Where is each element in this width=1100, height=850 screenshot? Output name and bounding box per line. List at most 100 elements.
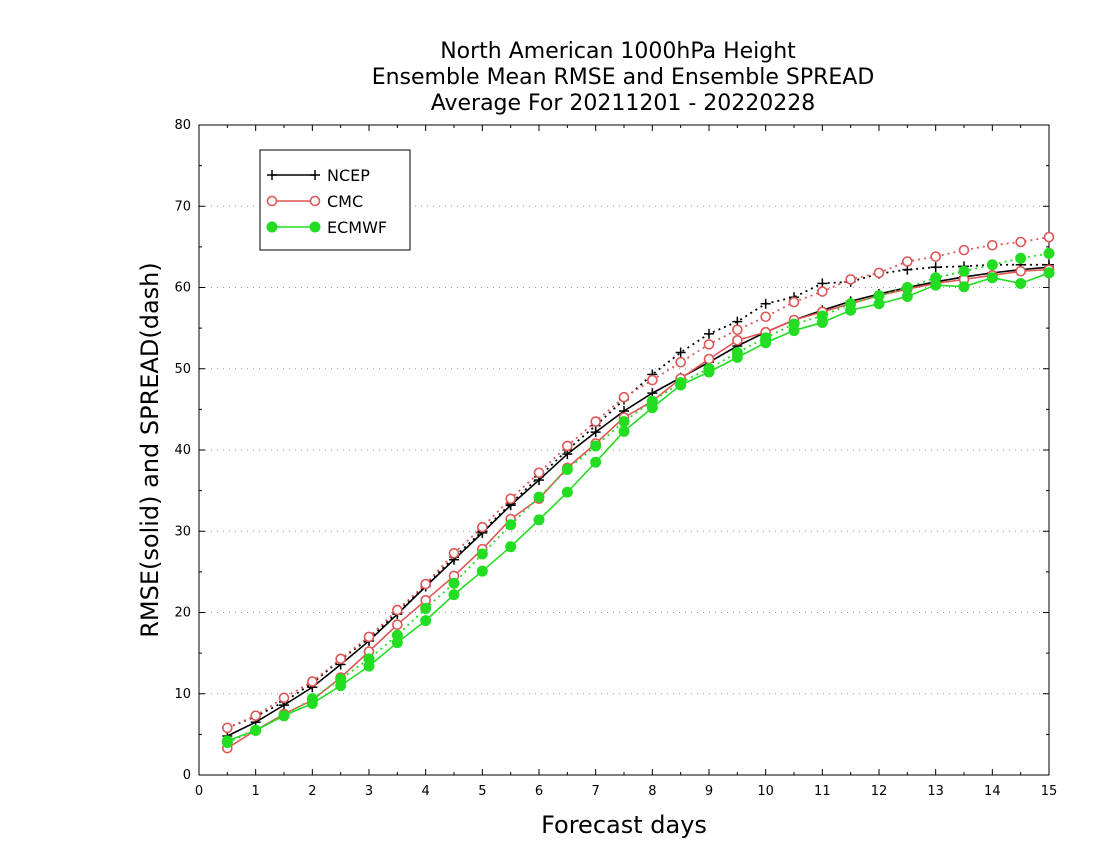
ncep-rmse-point [590,427,601,438]
ecmwf-rmse-point [335,680,347,692]
legend: NCEP CMC ECMWF [259,149,411,251]
x-tick-label-3: 3 [365,784,373,799]
cmc-spread-point [1043,231,1055,243]
cmc-spread-point [222,722,233,734]
legend-label-cmc: CMC [327,192,363,211]
ecmwf-rmse-point [731,351,743,363]
x-axis-label: Forecast days [541,811,707,839]
y-tick-label-0: 0 [183,768,191,783]
cmc-spread-point [845,274,856,285]
ecmwf-rmse-point [561,486,573,498]
x-tick-label-10: 10 [757,784,774,799]
x-tick-label-7: 7 [592,784,600,799]
ncep-spread-point [675,347,686,358]
y-axis-ticks: 0 10 20 30 40 50 60 70 80 [174,118,1049,783]
legend-marker-left-ecmwf [266,221,278,233]
cmc-spread-point [760,311,771,323]
x-tick-label-5: 5 [478,784,486,799]
ecmwf-rmse-point [391,637,403,649]
cmc-spread-point [817,286,828,297]
cmc-rmse-line [226,268,1050,749]
ecmwf-rmse-point [703,366,715,378]
x-tick-label-6: 6 [535,784,543,799]
x-axis-ticks: 0 1 2 3 4 5 6 7 8 9 10 11 12 13 14 15 [195,125,1057,799]
cmc-rmse-point [1015,265,1026,277]
legend-box [259,149,411,251]
cmc-rmse-point [732,335,743,346]
y-tick-label-10: 10 [174,687,191,702]
cmc-spread-point [930,251,941,262]
x-tick-label-8: 8 [648,784,656,799]
legend-marker-right-ncep [310,170,320,180]
legend-label-ncep: NCEP [327,166,370,185]
ecmwf-rmse-line [227,272,1050,742]
cmc-spread-point [307,676,318,687]
cmc-spread-point [703,339,715,350]
legend-marker-left-cmc [266,195,278,207]
ecmwf-rmse-point [590,456,602,468]
legend-marker-right-cmc [309,195,321,207]
cmc-spread-point [448,547,460,559]
ecmwf-rmse-point [845,304,857,316]
legend-label-ecmwf: ECMWF [327,218,387,237]
cmc-spread-point [647,374,658,386]
x-tick-label-11: 11 [814,784,831,799]
ecmwf-spread-point [533,491,545,503]
cmc-spread-point [1015,236,1026,248]
x-tick-label-2: 2 [308,784,316,799]
y-tick-label-40: 40 [174,443,191,458]
x-tick-label-9: 9 [705,784,713,799]
cmc-spread-point [987,239,998,251]
ncep-spread-point [760,298,771,309]
x-tick-label-13: 13 [927,784,944,799]
x-tick-label-12: 12 [871,784,888,799]
ecmwf-spread-point [448,577,460,589]
cmc-spread-point [533,467,545,479]
y-tick-label-20: 20 [174,606,191,621]
cmc-spread-point [363,631,375,643]
cmc-rmse-point [703,353,715,365]
ncep-spread-point [930,262,941,273]
y-axis-label: RMSE(solid) and SPREAD(dash) [136,262,164,638]
cmc-spread-point [250,710,261,721]
y-tick-label-60: 60 [174,281,191,296]
cmc-spread-point [788,296,800,308]
cmc-spread-point [335,653,346,665]
gridlines [199,205,1049,695]
x-tick-label-14: 14 [984,784,1001,799]
ecmwf-spread-point [1015,252,1027,264]
ecmwf-rmse-point [901,290,913,302]
ecmwf-rmse-point [618,425,630,437]
ecmwf-rmse-point [816,316,828,328]
ecmwf-rmse-point [363,660,375,672]
cmc-spread-point [618,391,630,403]
x-tick-label-0: 0 [195,784,203,799]
cmc-spread-point [392,604,403,616]
x-tick-label-1: 1 [252,784,260,799]
ecmwf-rmse-point [448,589,460,601]
ecmwf-rmse-point [873,298,885,310]
cmc-spread-point [420,578,431,590]
ecmwf-rmse-point [760,337,772,349]
ecmwf-spread-point [476,548,488,560]
ecmwf-rmse-point [986,272,998,284]
x-tick-label-4: 4 [422,784,430,799]
y-tick-label-80: 80 [174,118,191,133]
cmc-spread-point [873,267,885,279]
ecmwf-rmse-point [221,735,233,747]
cmc-spread-point [590,416,601,427]
cmc-spread-point [505,493,516,505]
ecmwf-rmse-point [930,279,942,291]
ncep-spread-line [226,263,1049,729]
ecmwf-rmse-point [958,281,970,293]
ecmwf-rmse-point [306,698,318,709]
chart-title-line-2: Ensemble Mean RMSE and Ensemble SPREAD [372,65,875,90]
cmc-spread-point [958,244,970,256]
ecmwf-spread-point [1043,247,1055,259]
chart-title-line-3: Average For 20211201 - 20220228 [431,91,816,116]
cmc-spread-point [562,440,573,452]
x-tick-label-15: 15 [1041,784,1058,799]
ecmwf-rmse-point [533,514,545,526]
legend-marker-right-ecmwf [309,221,321,233]
